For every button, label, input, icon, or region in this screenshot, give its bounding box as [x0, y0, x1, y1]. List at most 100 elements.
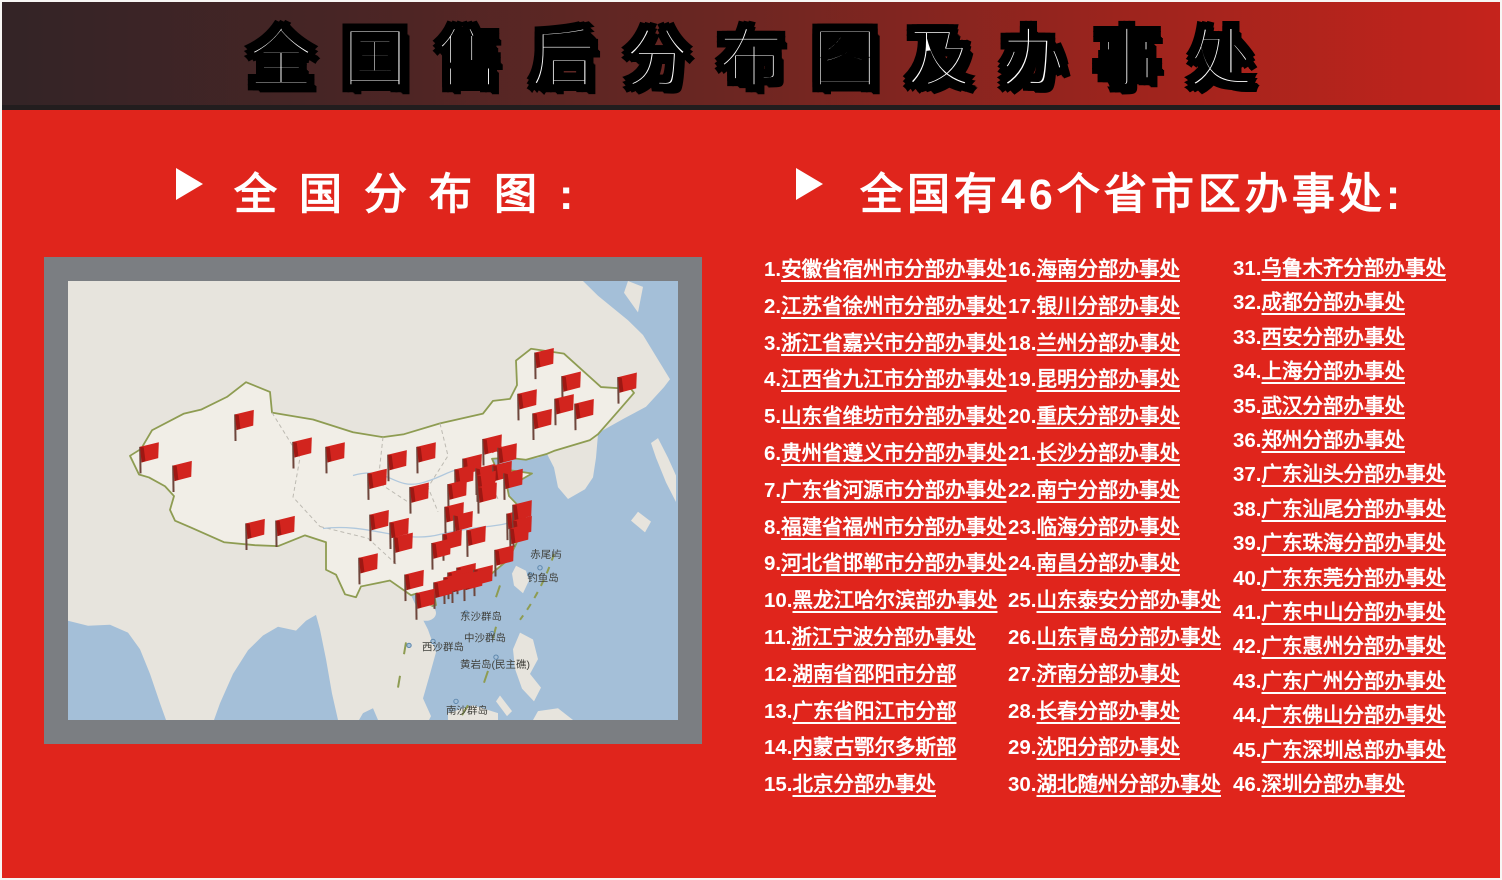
office-item: 31.乌鲁木齐分部办事处 — [1233, 252, 1446, 286]
office-item: 20.重庆分部办事处 — [1008, 399, 1221, 436]
office-number: 45. — [1233, 738, 1262, 762]
island-label: 南沙群岛 — [446, 704, 488, 717]
office-item: 16.海南分部办事处 — [1008, 252, 1221, 289]
office-flag-icon — [617, 372, 637, 404]
office-number: 14. — [764, 736, 793, 760]
office-item: 26.山东青岛分部办事处 — [1008, 620, 1221, 657]
office-number: 32. — [1233, 291, 1262, 315]
office-flag-icon — [387, 450, 407, 482]
office-number: 12. — [764, 662, 793, 686]
office-item: 42.广东惠州分部办事处 — [1233, 630, 1446, 664]
office-item: 10.黑龙江哈尔滨部办事处 — [764, 583, 1007, 620]
office-number: 9. — [764, 552, 782, 576]
office-flag-icon — [367, 468, 387, 500]
office-number: 27. — [1008, 662, 1037, 686]
office-name: 郑州分部办事处 — [1261, 429, 1406, 453]
office-name: 江西省九江市分部办事处 — [781, 368, 1007, 392]
office-name: 湖南省邵阳市分部 — [792, 662, 957, 686]
office-name: 山东泰安分部办事处 — [1036, 589, 1222, 613]
office-flag-icon — [275, 515, 295, 548]
island-marker — [537, 565, 543, 571]
office-flag-icon — [494, 545, 514, 577]
office-flag-icon — [245, 518, 265, 551]
office-name: 银川分部办事处 — [1036, 294, 1181, 318]
office-name: 广东东莞分部办事处 — [1261, 566, 1447, 590]
office-name: 昆明分部办事处 — [1036, 368, 1181, 392]
office-number: 29. — [1008, 736, 1037, 760]
office-number: 37. — [1233, 463, 1262, 487]
office-item: 29.沈阳分部办事处 — [1008, 730, 1221, 767]
office-item: 28.长春分部办事处 — [1008, 694, 1221, 731]
office-number: 21. — [1008, 441, 1037, 465]
office-name: 成都分部办事处 — [1261, 291, 1406, 315]
office-item: 27.济南分部办事处 — [1008, 657, 1221, 694]
office-flag-icon — [409, 482, 429, 514]
office-number: 8. — [764, 515, 782, 539]
island-label: 西沙群岛 — [422, 640, 464, 653]
map-panel: 赤尾屿 钓鱼岛 东沙群岛 中沙群岛 西沙群岛 黄岩岛(民主礁) 南沙群岛 — [44, 257, 702, 744]
office-item: 25.山东泰安分部办事处 — [1008, 583, 1221, 620]
office-number: 44. — [1233, 704, 1262, 728]
office-flag-icon — [325, 442, 345, 474]
office-item: 23.临海分部办事处 — [1008, 510, 1221, 547]
office-column-3: 31.乌鲁木齐分部办事处 32.成都分部办事处 33.西安分部办事处 34.上海分部办… — [1233, 252, 1446, 803]
office-item: 35.武汉分部办事处 — [1233, 390, 1446, 424]
office-number: 25. — [1008, 589, 1037, 613]
office-flag-icon — [466, 525, 486, 557]
office-name: 长春分部办事处 — [1036, 699, 1181, 723]
office-item: 7.广东省河源市分部办事处 — [764, 473, 1007, 510]
south-islands-edge — [533, 708, 573, 720]
island-marker — [489, 630, 495, 637]
office-flag-icon — [574, 399, 594, 431]
office-item: 8.福建省福州市分部办事处 — [764, 510, 1007, 547]
office-number: 30. — [1008, 773, 1037, 797]
office-number: 11. — [764, 625, 792, 649]
office-name: 湖北随州分部办事处 — [1036, 773, 1222, 797]
office-number: 33. — [1233, 325, 1262, 349]
office-name: 临海分部办事处 — [1036, 515, 1181, 539]
office-number: 34. — [1233, 360, 1262, 384]
office-item: 1.安徽省宿州市分部办事处 — [764, 252, 1007, 289]
office-name: 山东省维坊市分部办事处 — [781, 405, 1007, 429]
office-name: 兰州分部办事处 — [1036, 331, 1181, 355]
office-name: 浙江宁波分部办事处 — [791, 625, 976, 649]
office-flag-icon — [358, 553, 378, 585]
office-column-1: 1.安徽省宿州市分部办事处 2.江苏省徐州市分部办事处 3.浙江省嘉兴市分部办事处 4… — [764, 252, 1007, 804]
office-item: 30.湖北随州分部办事处 — [1008, 767, 1221, 804]
office-item: 24.南昌分部办事处 — [1008, 546, 1221, 583]
office-number: 31. — [1233, 257, 1262, 280]
office-flag-icon — [369, 510, 389, 542]
title-bar: 全国售后分布图及办事处 — [2, 2, 1500, 110]
office-number: 5. — [764, 405, 782, 429]
office-number: 36. — [1233, 429, 1262, 453]
island-label: 东沙群岛 — [460, 610, 502, 623]
office-item: 19.昆明分部办事处 — [1008, 362, 1221, 399]
office-name: 内蒙古鄂尔多斯部 — [792, 736, 957, 760]
island-marker — [527, 571, 533, 578]
office-name: 海南分部办事处 — [1036, 258, 1181, 281]
office-item: 43.广东广州分部办事处 — [1233, 665, 1446, 699]
office-name: 武汉分部办事处 — [1261, 394, 1406, 418]
office-number: 42. — [1233, 635, 1262, 659]
office-number: 28. — [1008, 699, 1037, 723]
islands — [416, 281, 676, 720]
office-item: 18.兰州分部办事处 — [1008, 326, 1221, 363]
office-number: 17. — [1008, 294, 1037, 318]
office-flag-icon — [404, 569, 424, 602]
office-number: 20. — [1008, 405, 1037, 429]
island-marker — [453, 698, 459, 704]
office-number: 18. — [1008, 331, 1037, 355]
office-item: 6.贵州省遵义市分部办事处 — [764, 436, 1007, 473]
office-name: 济南分部办事处 — [1036, 662, 1181, 686]
office-name: 广东深圳总部办事处 — [1261, 738, 1447, 762]
office-name: 江苏省徐州市分部办事处 — [781, 294, 1007, 318]
right-triangle-icon — [796, 168, 823, 200]
office-flag-icon — [139, 442, 159, 474]
office-name: 西安分部办事处 — [1261, 325, 1406, 349]
office-item: 39.广东珠海分部办事处 — [1233, 527, 1446, 561]
taiwan-island — [512, 565, 529, 594]
office-name: 广东广州分部办事处 — [1261, 669, 1447, 693]
office-item: 32.成都分部办事处 — [1233, 286, 1446, 320]
island-label: 中沙群岛 — [464, 632, 506, 645]
office-number: 6. — [764, 441, 782, 465]
